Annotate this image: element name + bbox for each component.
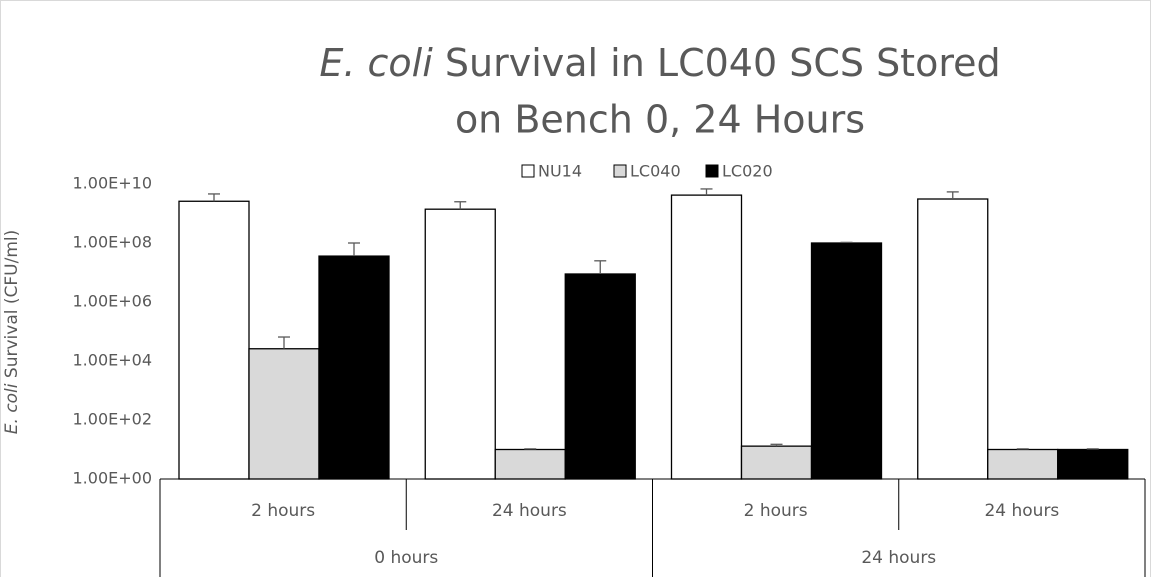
error-bar bbox=[524, 448, 537, 450]
legend-label: LC020 bbox=[722, 162, 773, 181]
legend-label: NU14 bbox=[538, 162, 582, 181]
bar bbox=[1057, 448, 1129, 480]
x-tick-label: 2 hours bbox=[251, 501, 315, 521]
bar bbox=[564, 273, 636, 480]
y-tick-label: 1.00E+04 bbox=[73, 351, 153, 370]
group-label: 0 hours bbox=[374, 548, 438, 568]
legend-swatch bbox=[613, 164, 627, 178]
y-tick-label: 1.00E+08 bbox=[73, 233, 153, 252]
bar bbox=[494, 448, 566, 480]
error-bar bbox=[1086, 448, 1099, 450]
bar bbox=[740, 445, 813, 480]
y-tick-label: 1.00E+06 bbox=[73, 292, 153, 311]
y-axis-label: E. coli Survival (CFU/ml) bbox=[2, 230, 22, 434]
ylabel-italic: E. coli bbox=[2, 383, 22, 434]
bar bbox=[318, 255, 390, 480]
legend-swatch bbox=[705, 164, 719, 178]
chart-title: E. coli Survival in LC040 SCS Stored bbox=[319, 41, 1000, 85]
title-line: Survival in LC040 SCS Stored bbox=[445, 41, 1001, 85]
bar bbox=[424, 208, 496, 480]
y-tick-label: 1.00E+00 bbox=[73, 469, 153, 488]
error-bar bbox=[770, 443, 783, 447]
y-tick-label: 1.00E+10 bbox=[73, 174, 153, 193]
error-bar bbox=[1016, 448, 1029, 450]
error-bar bbox=[946, 191, 959, 200]
legend-swatch bbox=[521, 164, 535, 178]
error-bar bbox=[348, 242, 360, 257]
bar bbox=[670, 194, 743, 480]
bar bbox=[987, 448, 1059, 480]
error-bar bbox=[840, 241, 853, 244]
error-bar bbox=[454, 201, 467, 210]
bar bbox=[248, 348, 320, 480]
ylabel-text: Survival (CFU/ml) bbox=[2, 230, 22, 378]
legend-label: LC040 bbox=[630, 162, 681, 181]
error-bar bbox=[594, 260, 607, 274]
title-italic: E. coli bbox=[319, 41, 433, 85]
error-bar bbox=[278, 336, 290, 349]
x-tick-label: 24 hours bbox=[984, 501, 1059, 521]
y-tick-label: 1.00E+02 bbox=[73, 410, 153, 429]
x-tick-label: 24 hours bbox=[492, 501, 567, 521]
bar bbox=[917, 198, 989, 480]
chart-title-line2: on Bench 0, 24 Hours bbox=[455, 98, 865, 142]
bar bbox=[810, 242, 883, 480]
error-bar bbox=[700, 188, 713, 196]
group-label: 24 hours bbox=[861, 548, 936, 568]
error-bar bbox=[208, 193, 220, 202]
bar bbox=[178, 200, 250, 480]
x-tick-label: 2 hours bbox=[744, 501, 808, 521]
